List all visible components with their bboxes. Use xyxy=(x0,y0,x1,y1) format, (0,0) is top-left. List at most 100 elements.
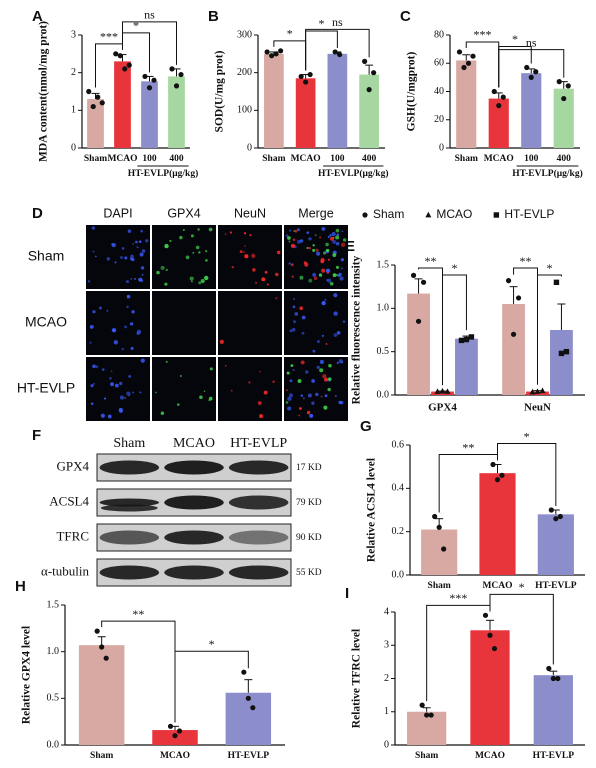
cell-signal xyxy=(312,244,315,247)
cell-signal xyxy=(291,275,294,278)
data-point xyxy=(103,655,109,661)
cell-signal xyxy=(294,229,298,233)
cell-signal xyxy=(92,364,96,369)
data-point xyxy=(546,665,552,672)
y-tick-label: 3 xyxy=(384,640,389,651)
bar xyxy=(359,74,379,148)
lane-label: Sham xyxy=(113,436,145,451)
cell-signal xyxy=(299,306,303,311)
cell-signal xyxy=(287,396,292,401)
data-point xyxy=(487,632,493,638)
cell-signal xyxy=(134,277,137,280)
cell-signal xyxy=(169,239,172,243)
cell-signal xyxy=(293,298,295,301)
x-tick-label: HT-EVLP xyxy=(533,751,575,761)
cell-signal xyxy=(140,229,144,233)
data-point xyxy=(425,211,432,218)
data-point xyxy=(366,87,372,93)
cell-signal xyxy=(285,234,289,238)
panel-letter: G xyxy=(360,418,372,435)
data-point xyxy=(515,295,522,301)
panel-letter: F xyxy=(32,427,41,444)
significance-label: ** xyxy=(520,254,532,268)
blot-band xyxy=(164,460,224,475)
data-point xyxy=(113,51,119,57)
cell-signal xyxy=(130,278,133,280)
cell-signal xyxy=(87,280,91,283)
y-tick-label: 1.5 xyxy=(47,599,60,610)
size-label: 79 KD xyxy=(296,498,322,508)
x-tick-label: GPX4 xyxy=(428,402,457,414)
cell-signal xyxy=(127,229,132,233)
significance-bracket xyxy=(305,28,370,71)
x-tick-label: 400 xyxy=(557,154,572,164)
y-tick-label: 40 xyxy=(434,86,444,97)
cell-signal xyxy=(336,274,339,277)
data-point xyxy=(90,103,96,110)
bar xyxy=(455,338,478,395)
blot-band xyxy=(100,504,158,512)
cell-signal xyxy=(249,233,252,237)
cell-signal xyxy=(130,346,134,351)
bar xyxy=(168,76,185,148)
cell-signal xyxy=(288,240,291,243)
column-header: Merge xyxy=(298,206,333,220)
significance-bracket xyxy=(489,593,554,665)
data-point xyxy=(173,83,180,89)
cell-signal xyxy=(138,240,142,243)
cell-signal xyxy=(136,246,139,249)
x-tick-label: MCAO xyxy=(107,154,137,164)
micrograph xyxy=(86,291,150,355)
cell-signal xyxy=(319,236,322,239)
data-point xyxy=(273,51,279,57)
cell-signal xyxy=(248,381,251,384)
significance-label: * xyxy=(319,17,325,31)
cell-signal xyxy=(145,239,149,243)
cell-signal xyxy=(301,331,305,335)
cell-signal xyxy=(259,414,264,419)
data-point xyxy=(424,712,430,718)
cell-signal xyxy=(315,392,319,397)
cell-signal xyxy=(297,228,300,232)
cell-signal xyxy=(322,251,327,255)
cell-signal xyxy=(301,315,306,320)
data-point xyxy=(95,94,101,100)
blot-band xyxy=(164,565,224,580)
cell-signal xyxy=(140,358,145,363)
cell-signal xyxy=(318,273,323,277)
significance-label: * xyxy=(133,19,139,33)
significance-label: ** xyxy=(462,440,474,454)
data-point xyxy=(441,546,447,552)
cell-signal xyxy=(257,401,262,406)
x-tick-label: MCAO xyxy=(160,751,190,761)
data-point xyxy=(491,645,498,652)
cell-signal xyxy=(334,394,337,397)
data-point xyxy=(529,388,536,395)
cell-signal xyxy=(325,342,328,346)
cell-signal xyxy=(179,374,182,377)
cell-signal xyxy=(126,305,129,309)
data-point xyxy=(410,272,417,278)
data-point xyxy=(500,94,506,100)
cell-signal xyxy=(339,276,344,281)
cell-signal xyxy=(302,397,305,400)
panel-letter: E xyxy=(345,238,355,255)
cell-signal xyxy=(132,391,134,394)
cell-signal xyxy=(243,232,247,235)
cell-signal xyxy=(327,278,332,283)
data-point xyxy=(178,71,184,78)
row-header: HT-EVLP xyxy=(17,380,75,396)
cell-signal xyxy=(306,246,309,250)
legend-label: Sham xyxy=(373,207,404,221)
cell-signal xyxy=(191,280,193,283)
cell-signal xyxy=(316,365,320,369)
cell-signal xyxy=(115,383,119,388)
cell-signal xyxy=(290,243,295,248)
cell-signal xyxy=(323,377,329,382)
cell-signal xyxy=(91,226,96,230)
cell-signal xyxy=(90,402,94,406)
y-tick-label: 1.0 xyxy=(377,303,390,314)
panel-letter: A xyxy=(32,8,43,25)
y-tick-label: 0 xyxy=(384,739,389,750)
cell-signal xyxy=(259,370,262,373)
